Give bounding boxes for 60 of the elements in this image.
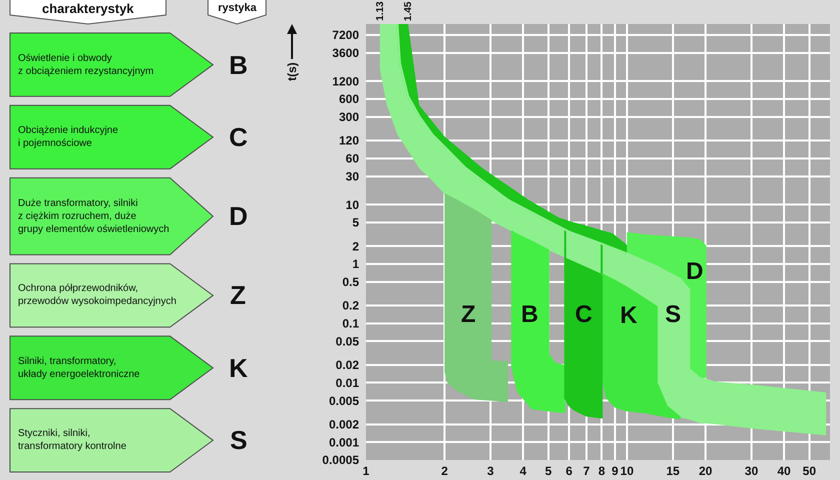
text: Silniki, transformatory, układy energoelektroniczne [18,356,140,380]
y-tick-label: 120 [338,134,360,148]
y-tick-label: 300 [338,110,360,124]
y-tick-label: 60 [346,152,360,166]
x-tick-label: 7 [583,464,590,478]
x-tick-label: 3 [487,464,494,478]
x-tick-label: 20 [698,464,712,478]
y-tick-label: 5 [352,216,360,230]
y-tick-label: 600 [338,92,360,106]
x-tick-label: 4 [520,464,527,478]
category-label: D [229,201,248,231]
x-tick-label: 40 [777,464,792,478]
category-label: S [230,425,248,455]
x-tick-label: 6 [566,464,573,478]
y-tick-label: 0.001 [328,435,360,450]
text: Ochrona półprzewodników, przewodów wysokoimpedancyjnych [18,283,176,307]
x-tick-label: 9 [612,464,619,478]
y-tick-label: 30 [346,169,360,184]
series-label: S [665,301,682,328]
y-tick-label: 1200 [332,74,360,88]
x-tick-label: 8 [598,464,606,478]
series-label: K [620,302,638,329]
y-tick-label: 0.2 [342,298,360,313]
series-label: C [575,301,592,328]
y-tick-label: 0.002 [328,417,360,432]
category-label: B [229,50,248,80]
y-tick-label: 1 [352,257,360,272]
annotation: 1.13 [374,0,386,21]
text: Styczniki, silniki, transformatory kontrolne [18,428,127,452]
y-tick-label: 10 [346,198,360,212]
text: Obciążenie indukcyjne i pojemnościowe [18,125,118,149]
text: charakterystyk [42,1,135,16]
x-tick-label: 10 [620,464,634,478]
text: Duże transformatory, silniki z ciężkim rozruchem, duże grupy elementów oświetleniowych [18,198,170,235]
x-tick-label: 1 [362,464,370,478]
x-tick-label: 15 [666,464,680,478]
y-axis-title: t(s) [285,62,299,81]
y-tick-label: 3600 [332,46,360,60]
y-tick-label: 0.1 [342,316,360,331]
text: Oświetlenie i obwody z obciążeniem rezystancyjnym [18,53,154,77]
y-tick-label: 0.01 [336,376,360,390]
y-tick-label: 2 [352,239,360,254]
x-tick-label: 30 [744,464,758,478]
y-tick-label: 7200 [332,28,360,42]
y-tick-label: 0.0005 [322,453,360,468]
annotation: 1.45 [403,1,414,22]
category-label: Z [230,280,246,310]
y-tick-label: 0.5 [342,275,360,290]
y-tick-label: 0.005 [328,394,360,408]
category-label: C [229,122,248,152]
x-tick-label: 2 [441,464,448,478]
series-label: D [686,258,704,285]
category-label: K [229,353,248,383]
series-label: Z [461,301,476,328]
x-tick-label: 50 [802,464,816,478]
x-tick-label: 5 [545,464,552,478]
text: rystyka [218,2,258,14]
y-tick-label: 0.05 [336,334,360,348]
y-tick-label: 0.02 [336,358,360,372]
series-label: B [521,301,538,328]
